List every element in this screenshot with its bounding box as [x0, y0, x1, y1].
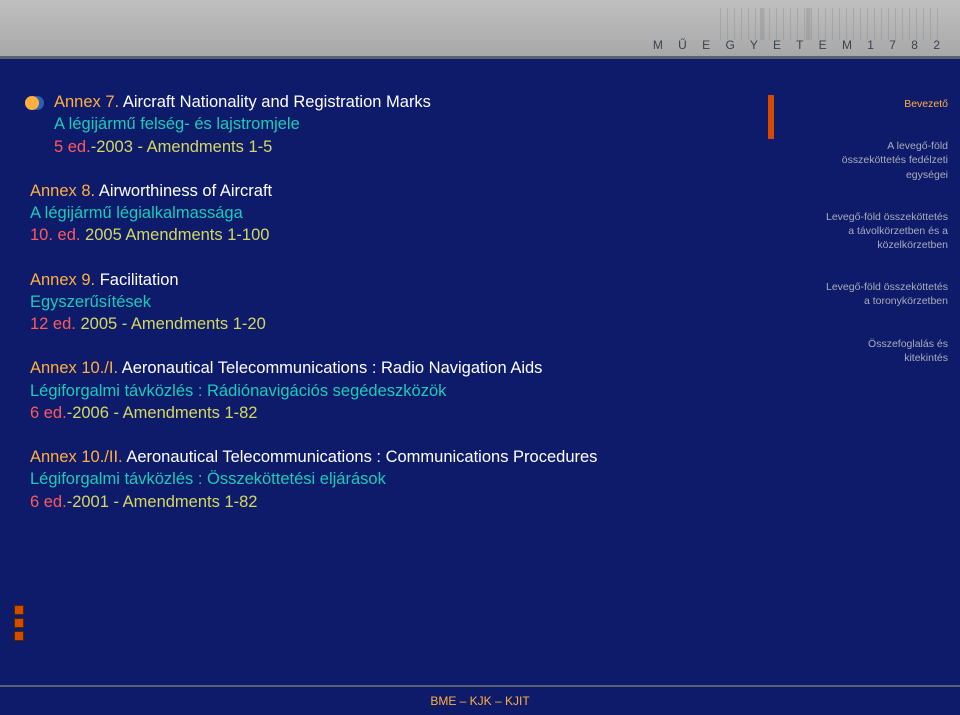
annex-subtitle: A légijármű légialkalmassága	[30, 202, 764, 224]
annex-edition-row: 6 ed.-2001 - Amendments 1-82	[30, 491, 764, 513]
accent-square	[14, 618, 24, 628]
annex-block: Annex 10./II. Aeronautical Telecommunica…	[30, 446, 764, 513]
annex-title: Annex 7. Aircraft Nationality and Regist…	[54, 91, 431, 113]
sidebar-item[interactable]: Levegő-föld összeköttetés a távolkörzetb…	[794, 210, 948, 253]
annex-amendments: -2006 - Amendments 1-82	[67, 404, 258, 422]
sidebar-item-label: kitekintés	[794, 351, 948, 365]
slide: M Ű E G Y E T E M 1 7 8 2 Annex 7. Aircr…	[0, 0, 960, 715]
annex-title-text: Aeronautical Telecommunications : Radio …	[122, 359, 543, 377]
accent-square	[14, 631, 24, 641]
annex-amendments: -2003 - Amendments 1-5	[91, 138, 273, 156]
annex-edition: 10. ed.	[30, 226, 85, 244]
annex-subtitle: Egyszerűsítések	[30, 291, 764, 313]
footer-bar: BME – KJK – KJIT	[0, 685, 960, 715]
annex-amendments: -2001 - Amendments 1-82	[67, 493, 258, 511]
annex-title-text: Airworthiness of Aircraft	[99, 182, 272, 200]
sidebar: Bevezető A levegő-föld összeköttetés fed…	[782, 59, 960, 715]
annex-block: Annex 9. Facilitation Egyszerűsítések 12…	[30, 269, 764, 336]
annex-subtitle: Légiforgalmi távközlés : Rádiónavigációs…	[30, 380, 764, 402]
annex-block: Annex 10./I. Aeronautical Telecommunicat…	[30, 357, 764, 424]
sidebar-item-label: A levegő-föld	[794, 139, 948, 153]
header-brand: M Ű E G Y E T E M 1 7 8 2	[653, 38, 946, 52]
sidebar-item[interactable]: A levegő-föld összeköttetés fedélzeti eg…	[794, 139, 948, 182]
annex-title-text: Aircraft Nationality and Registration Ma…	[119, 93, 431, 111]
annex-number: Annex 9.	[30, 271, 100, 289]
annex-title-text: Facilitation	[100, 271, 179, 289]
annex-edition: 6 ed.	[30, 493, 67, 511]
annex-subtitle: Légiforgalmi távközlés : Összeköttetési …	[30, 468, 764, 490]
annex-edition-row: 10. ed. 2005 Amendments 1-100	[30, 224, 764, 246]
annex-edition: 6 ed.	[30, 404, 67, 422]
footer-wrap: BME – KJK – KJIT	[0, 685, 960, 715]
annex-edition-row: 12 ed. 2005 - Amendments 1-20	[30, 313, 764, 335]
sidebar-item-label: Bevezető	[794, 97, 948, 111]
sidebar-item-label: közelkörzetben	[794, 238, 948, 252]
annex-title: Annex 10./II. Aeronautical Telecommunica…	[30, 446, 764, 468]
main-content: Annex 7. Aircraft Nationality and Regist…	[0, 59, 782, 715]
sidebar-item[interactable]: Összefoglalás és kitekintés	[794, 337, 948, 365]
annex-number: Annex 8.	[30, 182, 99, 200]
annex-block: Annex 8. Airworthiness of Aircraft A lég…	[30, 180, 764, 247]
sidebar-item[interactable]: Levegő-föld összeköttetés a toronykörzet…	[794, 280, 948, 308]
accent-square	[14, 605, 24, 615]
annex-number: Annex 7.	[54, 93, 119, 111]
body-area: Annex 7. Aircraft Nationality and Regist…	[0, 59, 960, 715]
annex-subtitle: A légijármű felség- és lajstromjele	[54, 113, 764, 135]
header-bar: M Ű E G Y E T E M 1 7 8 2	[0, 0, 960, 56]
annex-title-text: Aeronautical Telecommunications : Commun…	[126, 448, 597, 466]
annex-edition: 5 ed.	[54, 138, 91, 156]
sidebar-item-label: a toronykörzetben	[794, 294, 948, 308]
annex-title: Annex 10./I. Aeronautical Telecommunicat…	[30, 357, 764, 379]
annex-block: Annex 7. Aircraft Nationality and Regist…	[30, 91, 764, 158]
sidebar-item-label: Levegő-föld összeköttetés	[794, 210, 948, 224]
sidebar-item-label: egységei	[794, 168, 948, 182]
annex-amendments: 2005 - Amendments 1-20	[80, 315, 265, 333]
sidebar-item-label: Levegő-föld összeköttetés	[794, 280, 948, 294]
annex-number: Annex 10./I.	[30, 359, 122, 377]
sidebar-item-label: Összefoglalás és	[794, 337, 948, 351]
annex-edition-row: 5 ed.-2003 - Amendments 1-5	[54, 136, 764, 158]
bullet-icon	[30, 96, 44, 110]
sidebar-item-label: összeköttetés fedélzeti	[794, 153, 948, 167]
annex-edition-row: 6 ed.-2006 - Amendments 1-82	[30, 402, 764, 424]
annex-edition: 12 ed.	[30, 315, 80, 333]
annex-title: Annex 8. Airworthiness of Aircraft	[30, 180, 764, 202]
annex-number: Annex 10./II.	[30, 448, 126, 466]
left-accent-squares	[14, 605, 24, 641]
annex-title: Annex 9. Facilitation	[30, 269, 764, 291]
sidebar-active-marker	[768, 95, 774, 139]
annex-amendments: 2005 Amendments 1-100	[85, 226, 269, 244]
footer-text: BME – KJK – KJIT	[430, 694, 529, 708]
sidebar-item-label: a távolkörzetben és a	[794, 224, 948, 238]
sidebar-item-intro[interactable]: Bevezető	[794, 97, 948, 111]
